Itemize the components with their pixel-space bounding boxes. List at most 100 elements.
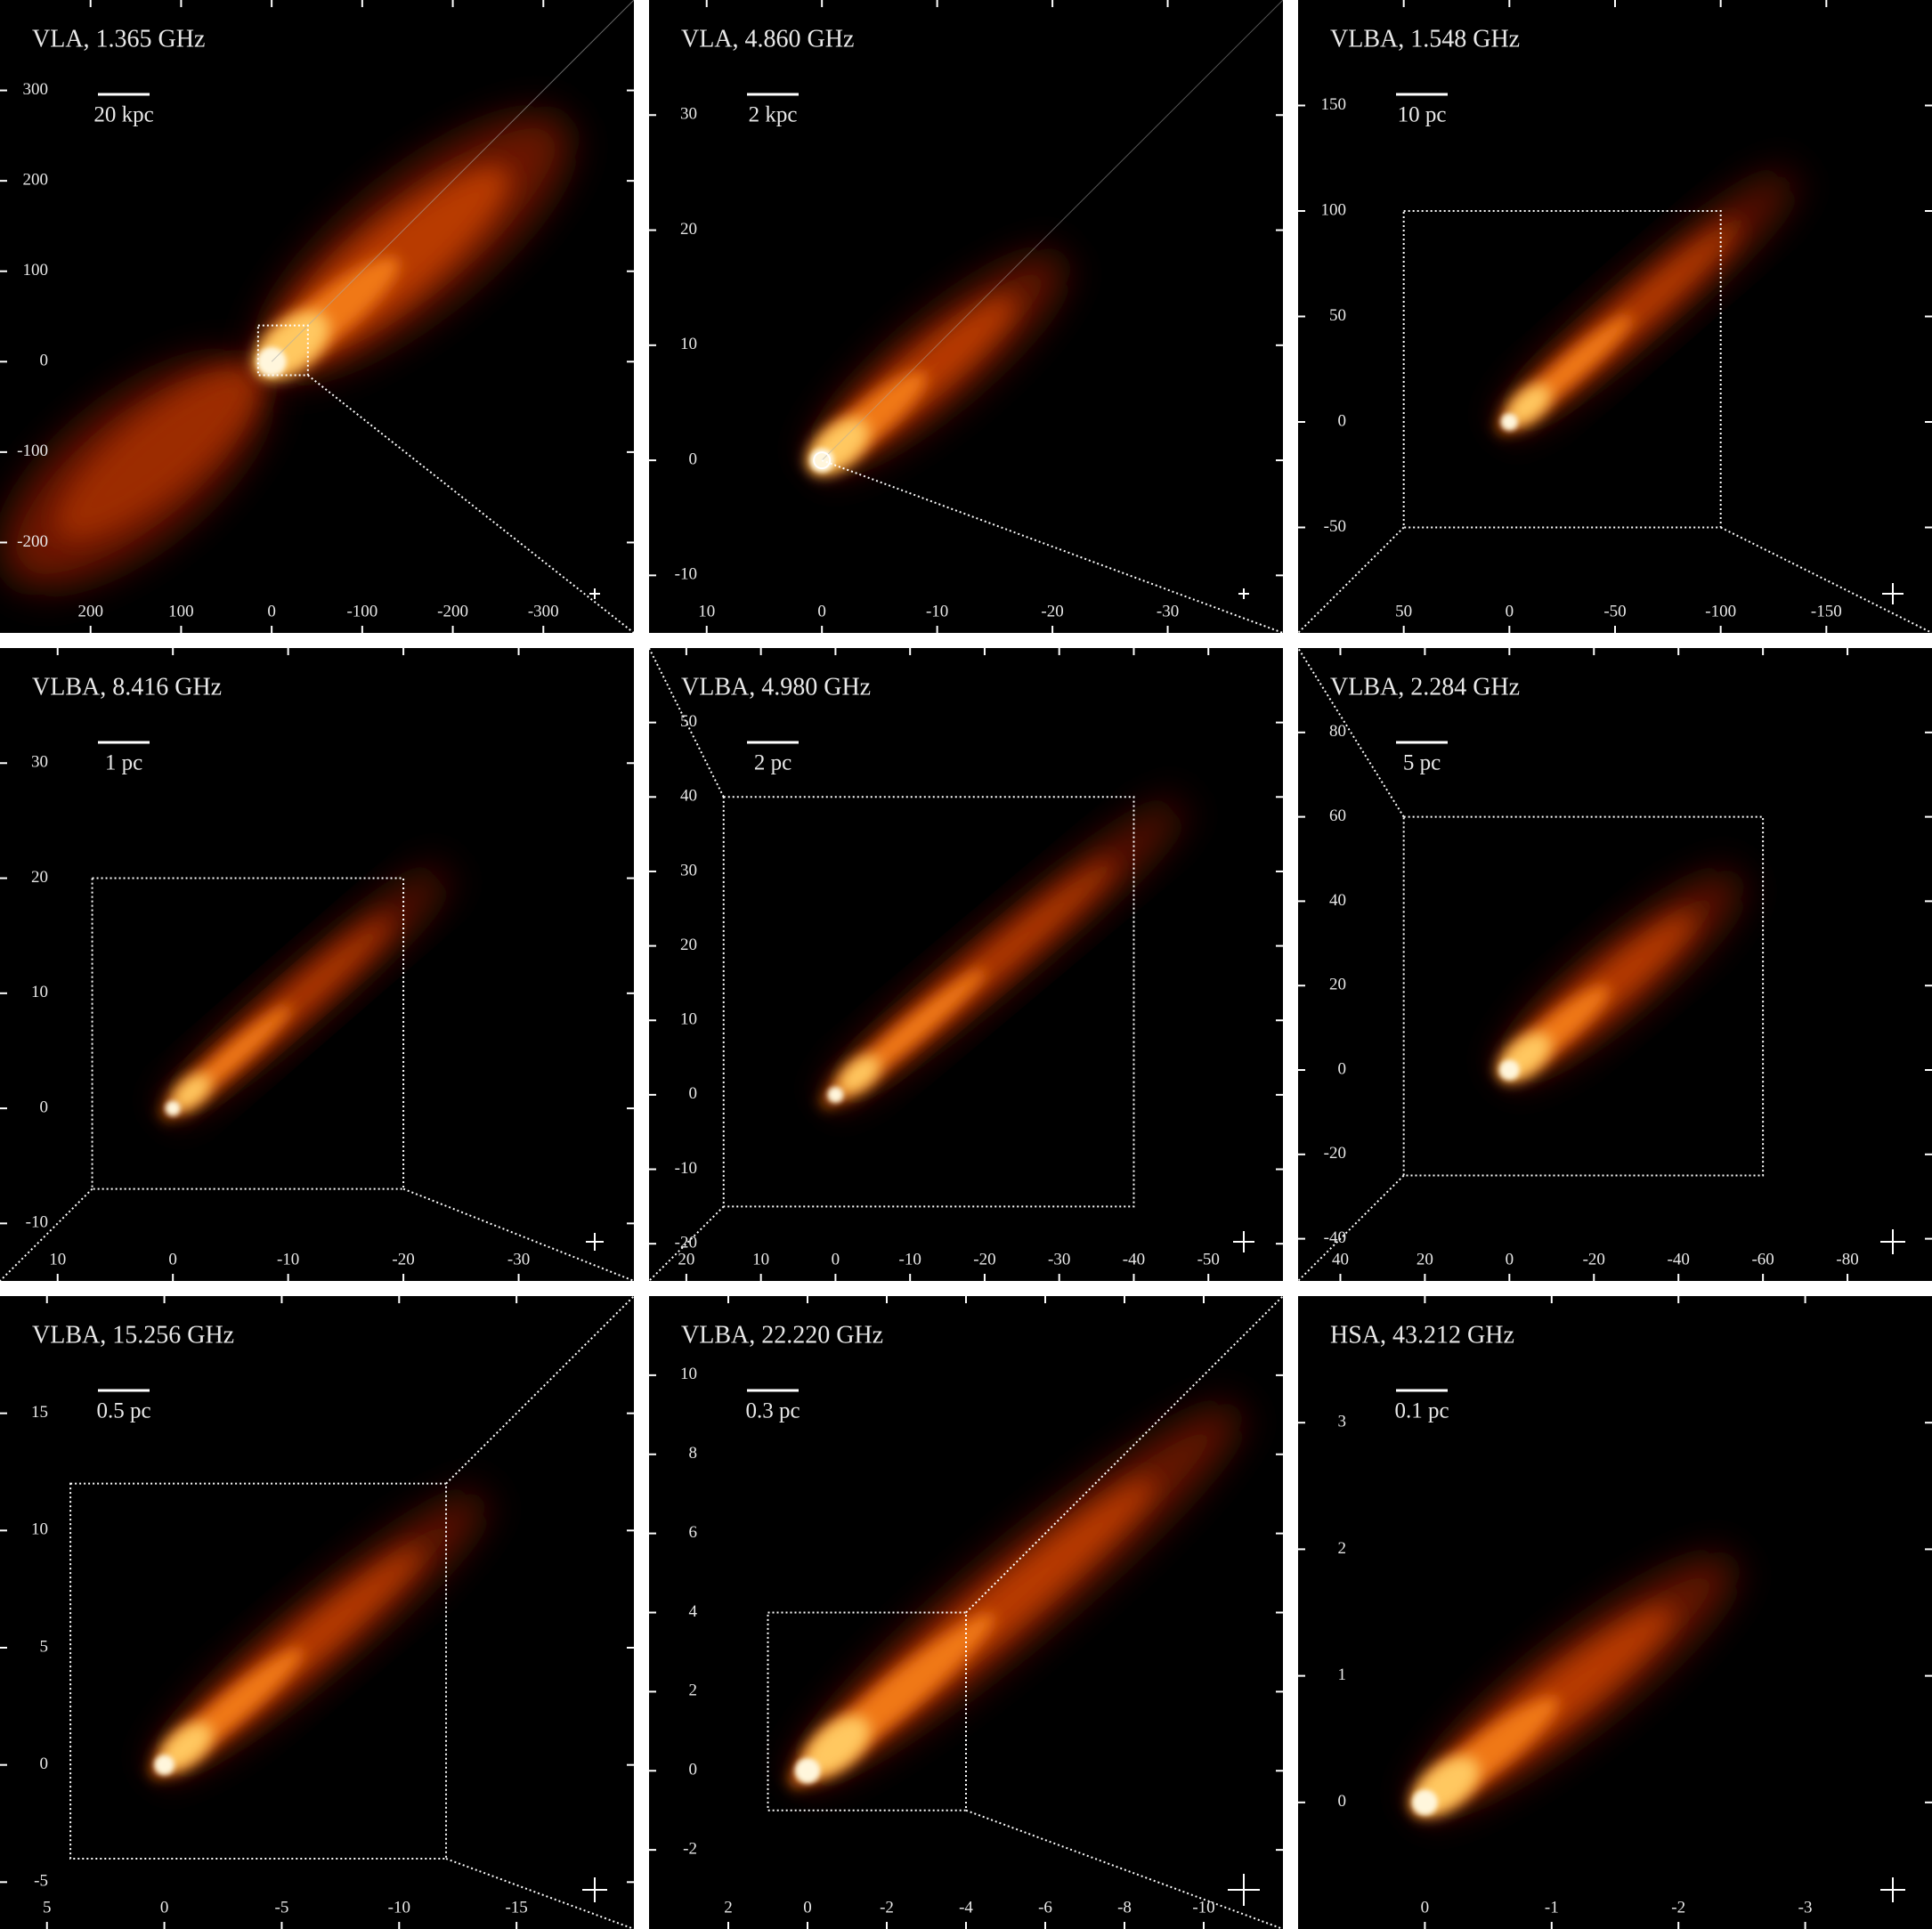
y-tick-label: -10 (675, 1159, 697, 1178)
y-tick-label: 15 (31, 1403, 48, 1422)
zoom-line (0, 1187, 93, 1281)
x-tick-label: -100 (346, 602, 377, 620)
scale-bar-label: 10 pc (1398, 103, 1447, 127)
jet (3, 114, 571, 588)
y-tick-label: 5 (40, 1637, 49, 1656)
zoom-box (256, 324, 309, 377)
core (165, 1100, 181, 1116)
panel-title: VLBA, 22.220 GHz (681, 1321, 883, 1349)
x-tick-label: -40 (1123, 1250, 1145, 1268)
panel-title: VLBA, 15.256 GHz (32, 1321, 234, 1349)
core (1498, 1059, 1520, 1081)
jet-bright (173, 1074, 211, 1110)
x-tick-label: 2 (724, 1898, 733, 1917)
y-tick-label: 200 (23, 171, 49, 190)
radio-image (1411, 1557, 1735, 1816)
y-tick-label: -20 (1324, 1144, 1346, 1163)
x-tick-label: -20 (1041, 602, 1063, 620)
jet (1498, 173, 1796, 433)
x-tick-label: -30 (1048, 1250, 1070, 1268)
zoom-line (402, 1187, 634, 1281)
y-tick-label: 100 (23, 261, 49, 280)
core (154, 1755, 175, 1776)
panel: 200 100 0 -100 -200 -300 -200 -100 0 100 200 300 VLA… (0, 0, 634, 633)
zoom-box (1402, 210, 1722, 529)
y-tick-label: 50 (1329, 306, 1346, 325)
zoom-line (965, 1809, 1283, 1929)
y-tick-label: -5 (34, 1872, 48, 1891)
x-tick-label: -150 (1811, 602, 1842, 620)
panel-title: VLBA, 8.416 GHz (32, 673, 222, 701)
x-tick-label: -80 (1836, 1250, 1858, 1268)
x-tick-label: 20 (1417, 1250, 1433, 1268)
panel: 10 0 -10 -20 -30 -10 0 10 20 30 VLA, 4.860 GHz 2 kp… (649, 0, 1283, 633)
y-tick-label: 10 (680, 1365, 697, 1383)
x-tick-label: 10 (752, 1250, 769, 1268)
x-tick-label: -30 (1157, 602, 1179, 620)
panel-title: VLA, 1.365 GHz (32, 25, 205, 53)
zoom-box (1402, 815, 1765, 1177)
y-tick-label: 2 (689, 1682, 698, 1700)
panel: 20 10 0 -10 -20 -30 -40 -50 -20 -10 0 10 20 30 40 50 VLB… (649, 648, 1283, 1281)
x-tick-label: -20 (973, 1250, 995, 1268)
panel-title: VLBA, 2.284 GHz (1330, 673, 1520, 701)
x-tick-label: -10 (277, 1250, 299, 1268)
zoom-box (69, 1482, 448, 1860)
x-tick-label: -6 (1038, 1898, 1052, 1917)
x-tick-label: -200 (437, 602, 468, 620)
y-tick-label: 0 (689, 1084, 698, 1103)
x-tick-label: -300 (528, 602, 559, 620)
scale-bar-label: 0.1 pc (1394, 1399, 1449, 1423)
x-tick-label: 10 (49, 1250, 66, 1268)
x-tick-label: -10 (388, 1898, 410, 1917)
y-tick-label: 40 (1329, 891, 1346, 910)
y-tick-label: 150 (1321, 95, 1347, 114)
y-tick-label: 300 (23, 80, 49, 99)
x-tick-label: 200 (77, 602, 103, 620)
y-tick-label: 3 (1338, 1413, 1347, 1431)
panel-title: VLA, 4.860 GHz (681, 25, 854, 53)
y-tick-label: 30 (680, 861, 697, 879)
y-tick-label: 0 (40, 1098, 49, 1116)
y-tick-label: -50 (1324, 517, 1346, 536)
y-tick-label: -20 (675, 1234, 697, 1252)
jet (1498, 873, 1741, 1081)
y-tick-label: -2 (683, 1839, 697, 1858)
x-tick-label: -2 (1671, 1898, 1685, 1917)
x-tick-label: 5 (43, 1898, 52, 1917)
jet (790, 1406, 1241, 1787)
jet (150, 1494, 486, 1777)
x-tick-label: -10 (899, 1250, 921, 1268)
reference-line (271, 0, 634, 362)
x-tick-label: 40 (1332, 1250, 1349, 1268)
x-tick-label: 50 (1395, 602, 1412, 620)
zoom-box (767, 1611, 967, 1811)
x-tick-label: 0 (160, 1898, 169, 1917)
y-tick-label: 4 (689, 1602, 698, 1621)
y-tick-label: 0 (1338, 1792, 1347, 1811)
y-tick-label: 1 (1338, 1666, 1347, 1684)
y-tick-label: 10 (680, 335, 697, 353)
y-tick-label: 10 (31, 1520, 48, 1539)
y-tick-label: 100 (1321, 200, 1347, 219)
y-tick-label: 0 (689, 450, 698, 468)
jet (1411, 1557, 1735, 1816)
y-tick-label: 30 (31, 753, 48, 772)
core (794, 1757, 821, 1784)
radio-image (69, 1296, 634, 1929)
y-tick-label: 0 (689, 1761, 698, 1779)
panel: 50 0 -50 -100 -150 -50 0 50 100 150 VLBA, 1.548 GH… (1298, 0, 1932, 633)
panel: 10 0 -10 -20 -30 -10 0 10 20 30 VLBA, 8.416 GHz 1 p… (0, 648, 634, 1281)
jet (161, 868, 449, 1119)
x-tick-label: -50 (1603, 602, 1626, 620)
y-tick-label: 40 (680, 787, 697, 806)
radio-image (649, 648, 1185, 1281)
x-tick-label: -20 (1583, 1250, 1605, 1268)
x-tick-label: -4 (959, 1898, 973, 1917)
x-tick-label: -50 (1197, 1250, 1220, 1268)
x-tick-label: -3 (1798, 1898, 1813, 1917)
scale-bar-label: 1 pc (105, 751, 142, 775)
radio-image (3, 0, 634, 633)
jet-bright (804, 1716, 870, 1776)
